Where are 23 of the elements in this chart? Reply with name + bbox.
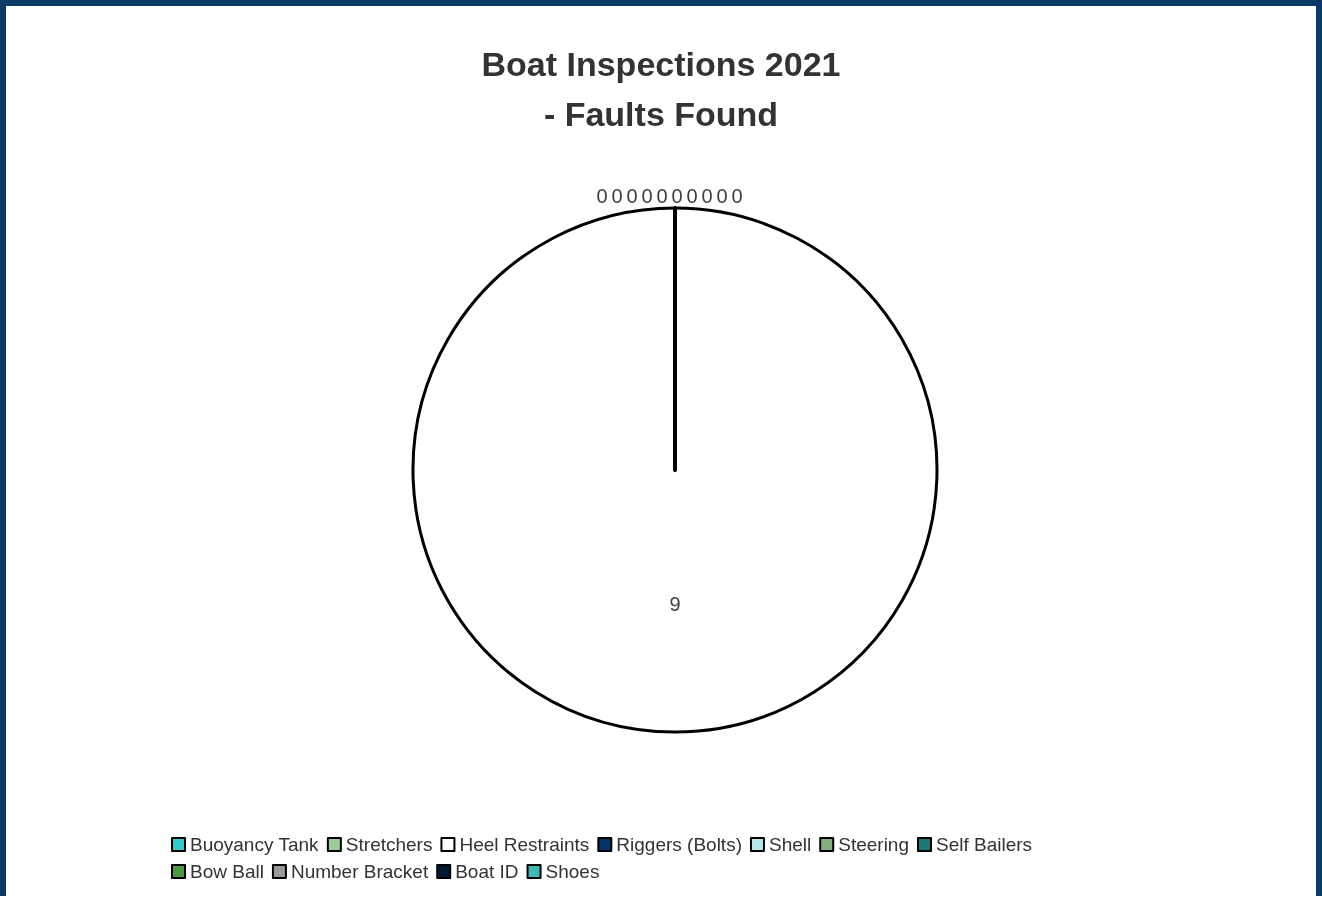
text: 0 — [656, 185, 668, 207]
legend-label: Self Bailers — [935, 834, 1033, 855]
data-label: 9 — [669, 593, 681, 615]
chart-title: Boat Inspections 2021 - Faults Found — [481, 45, 841, 133]
legend-label: Steering — [838, 834, 909, 855]
text: 0 — [716, 185, 728, 207]
text: 0 — [731, 185, 743, 207]
legend-label: Buoyancy Tank — [190, 834, 320, 855]
legend-label: Bow Ball — [190, 861, 264, 882]
legend-label: Heel Restraints — [459, 834, 590, 855]
legend-label: Riggers (Bolts) — [616, 834, 742, 855]
text: 0 — [701, 185, 713, 207]
text: 0 — [641, 185, 653, 207]
text: 0 — [671, 185, 683, 207]
text: 0 — [626, 185, 638, 207]
legend-label: Shell — [768, 834, 812, 855]
legend-label: Number Bracket — [290, 861, 429, 882]
legend-label: Shoes — [545, 861, 600, 882]
legend-label: Boat ID — [455, 861, 519, 882]
text: 0 — [686, 185, 698, 207]
text: 0 — [596, 185, 608, 207]
text: 0 — [611, 185, 623, 207]
legend-label: Stretchers — [345, 834, 433, 855]
